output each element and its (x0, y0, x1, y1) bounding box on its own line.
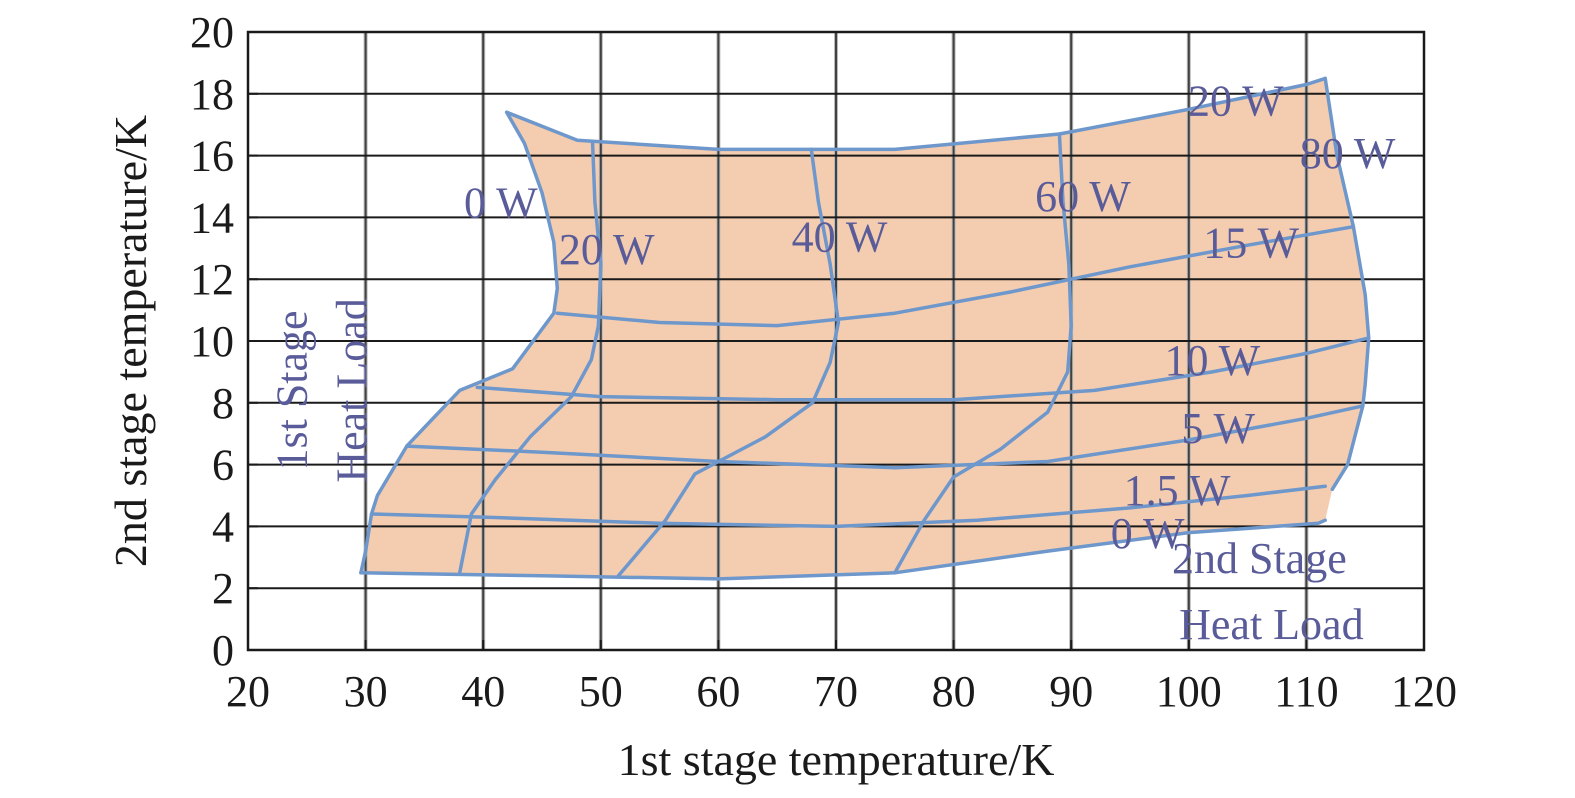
region-fill (360, 78, 1369, 579)
x-tick-label: 60 (696, 667, 740, 716)
second-stage-curve-0-W (359, 518, 1327, 581)
axis-ticks: 20 30 40 50 60 70 80 90 100 110 120 0 2 4 6 8 10 12 14 16 18… (190, 8, 1457, 716)
y-tick-label: 2 (212, 564, 234, 613)
operating-region (360, 78, 1369, 579)
y-tick-label: 6 (212, 441, 234, 490)
x-tick-label: 110 (1274, 667, 1338, 716)
first-stage-group-label: 1st Stage (267, 310, 316, 470)
y-tick-label: 20 (190, 8, 234, 57)
first-stage-label: 40 W (792, 212, 888, 261)
x-tick-label: 20 (226, 667, 270, 716)
first-stage-curve-40-W (616, 147, 841, 578)
x-tick-label: 100 (1156, 667, 1222, 716)
second-stage-group-label: 2nd Stage (1172, 534, 1347, 583)
first-stage-curve-0-W (359, 110, 560, 575)
second-stage-label: 15 W (1203, 219, 1299, 268)
x-tick-label: 50 (579, 667, 623, 716)
x-tick-label: 40 (461, 667, 505, 716)
second-stage-curve-20-W (504, 76, 1327, 152)
y-tick-label: 10 (190, 317, 234, 366)
y-tick-label: 0 (212, 626, 234, 675)
first-stage-label: 20 W (559, 225, 655, 274)
x-tick-label: 90 (1049, 667, 1093, 716)
load-curves (359, 76, 1371, 581)
first-stage-label: 80 W (1300, 129, 1396, 178)
y-axis-label: 2nd stage temperature/K (105, 115, 156, 567)
second-stage-label: 0 W (1111, 509, 1185, 558)
second-stage-curve-10-W (475, 336, 1371, 402)
first-stage-label: 0 W (464, 178, 538, 227)
curve-labels: 0 W20 W 40 W60 W80 W0 W1.5 W5 W10 W15 W20… (267, 76, 1396, 648)
first-stage-label: 60 W (1035, 172, 1131, 221)
second-stage-label: 10 W (1164, 336, 1260, 385)
y-tick-label: 14 (190, 193, 234, 242)
x-tick-label: 30 (344, 667, 388, 716)
second-stage-curve-1-5-W (369, 484, 1327, 529)
first-stage-group-label: Heat Load (327, 298, 376, 482)
y-tick-label: 18 (190, 70, 234, 119)
y-tick-label: 12 (190, 255, 234, 304)
y-tick-label: 4 (212, 502, 234, 551)
y-tick-label: 16 (190, 132, 234, 181)
x-tick-label: 70 (814, 667, 858, 716)
x-tick-label: 120 (1391, 667, 1457, 716)
y-tick-label: 8 (212, 379, 234, 428)
second-stage-label: 20 W (1188, 76, 1284, 125)
second-stage-label: 5 W (1181, 404, 1255, 453)
first-stage-curve-20-W (457, 141, 603, 575)
second-stage-curve-15-W (555, 224, 1356, 328)
second-stage-label: 1.5 W (1124, 466, 1231, 515)
second-stage-curve-5-W (405, 404, 1365, 470)
x-axis-label: 1st stage temperature/K (618, 734, 1055, 785)
second-stage-group-label: Heat Load (1179, 600, 1363, 649)
x-tick-label: 80 (932, 667, 976, 716)
